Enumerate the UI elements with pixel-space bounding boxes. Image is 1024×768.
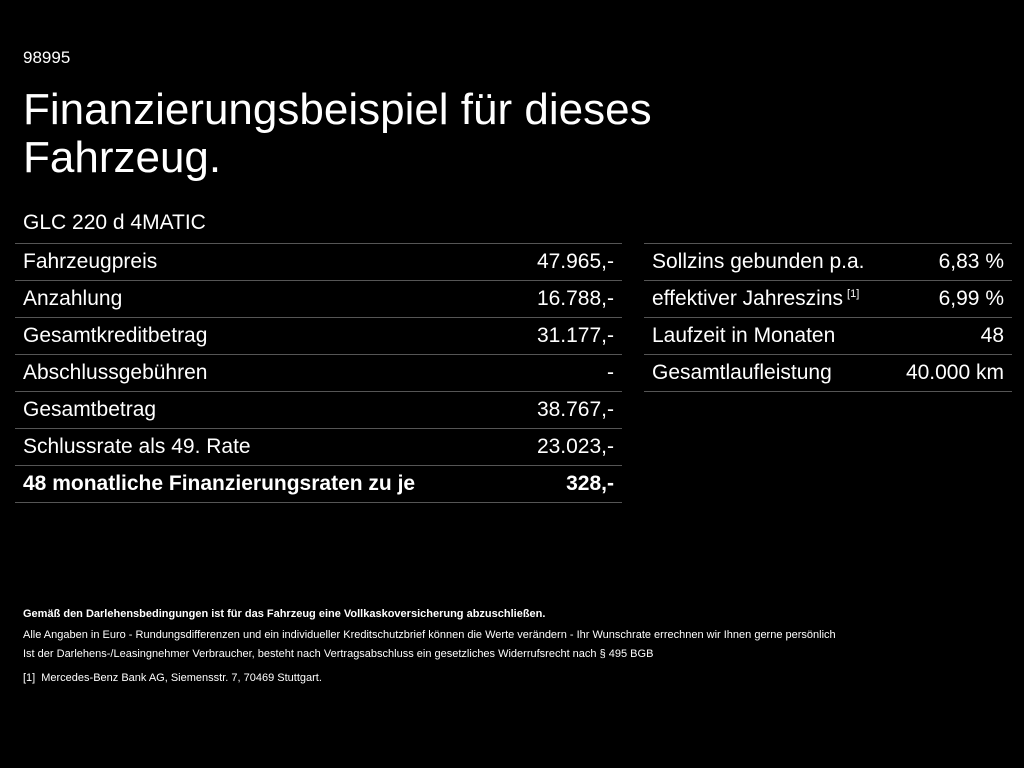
row: Schlussrate als 49. Rate 23.023,- — [15, 428, 622, 466]
value: 16.788,- — [509, 280, 622, 318]
value: 40.000 km — [889, 354, 1012, 392]
label: Schlussrate als 49. Rate — [15, 428, 510, 466]
row: Gesamtkreditbetrag 31.177,- — [15, 317, 622, 355]
row: Fahrzeugpreis 47.965,- — [15, 243, 622, 281]
label: Gesamtkreditbetrag — [15, 317, 510, 355]
value: 48 — [889, 317, 1012, 355]
row: Abschlussgebühren - — [15, 354, 622, 392]
finance-table: Fahrzeugpreis 47.965,- Anzahlung 16.788,- Ge… — [15, 243, 622, 503]
footer: Gemäß den Darlehensbedingungen ist für d… — [23, 605, 836, 688]
row: Gesamtbetrag 38.767,- — [15, 391, 622, 429]
label: Gesamtlaufleistung — [644, 354, 890, 392]
label: 48 monatliche Finanzierungsraten zu je — [15, 465, 510, 503]
footnote-text: Mercedes-Benz Bank AG, Siemensstr. 7, 70… — [41, 672, 322, 684]
label: Abschlussgebühren — [15, 354, 510, 392]
row: Gesamtlaufleistung 40.000 km — [644, 354, 1012, 392]
value: 328,- — [509, 465, 622, 503]
insurance-note: Gemäß den Darlehensbedingungen ist für d… — [23, 608, 546, 620]
value: 31.177,- — [509, 317, 622, 355]
row: effektiver Jahreszins [1] 6,99 % — [644, 280, 1012, 318]
row: 48 monatliche Finanzierungsraten zu je 32… — [15, 465, 622, 503]
note-ref: [1] — [847, 288, 860, 300]
label: Gesamtbetrag — [15, 391, 510, 429]
row: Sollzins gebunden p.a. 6,83 % — [644, 243, 1012, 281]
model: GLC 220 d 4MATIC — [23, 211, 206, 234]
label: Sollzins gebunden p.a. — [644, 243, 890, 281]
value: 47.965,- — [509, 243, 622, 281]
label: Anzahlung — [15, 280, 510, 318]
value: 6,99 % — [889, 280, 1012, 318]
value: 6,83 % — [889, 243, 1012, 281]
disclaimer: Ist der Darlehens-/Leasingnehmer Verbrau… — [23, 648, 654, 660]
label: effektiver Jahreszins [1] — [644, 280, 890, 318]
value: 23.023,- — [509, 428, 622, 466]
vehicle-id: 98995 — [23, 48, 71, 67]
label: Laufzeit in Monaten — [644, 317, 890, 355]
footnote-marker: [1] — [23, 672, 36, 684]
title: Finanzierungsbeispiel für dieses Fahrzeu… — [23, 85, 652, 182]
row: Anzahlung 16.788,- — [15, 280, 622, 318]
footnote: [1] Mercedes-Benz Bank AG, Siemensstr. 7,… — [23, 669, 836, 688]
disclaimer: Alle Angaben in Euro - Rundungsdifferenz… — [23, 629, 836, 641]
value: - — [509, 354, 622, 392]
terms-table: Sollzins gebunden p.a. 6,83 % effektiver J… — [644, 243, 1012, 392]
label: Fahrzeugpreis — [15, 243, 510, 281]
value: 38.767,- — [509, 391, 622, 429]
row: Laufzeit in Monaten 48 — [644, 317, 1012, 355]
